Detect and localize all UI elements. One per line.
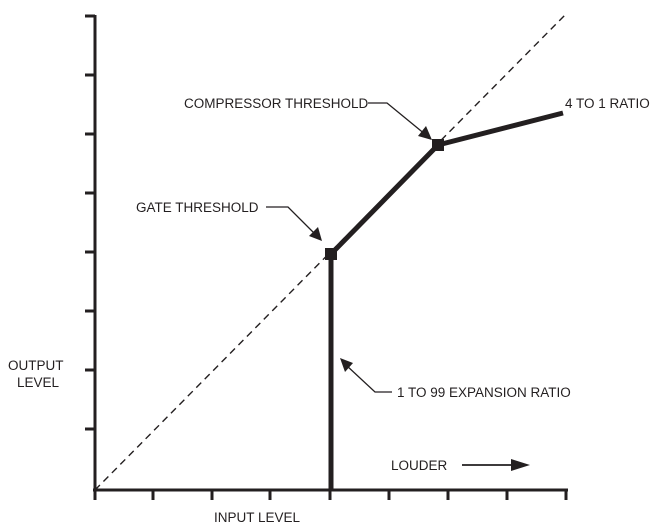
gate-threshold-label: GATE THRESHOLD bbox=[136, 200, 259, 215]
compressor-threshold-arrowhead bbox=[418, 126, 432, 140]
input-level-label: INPUT LEVEL bbox=[214, 510, 301, 525]
y-axis-ticks bbox=[85, 14, 95, 431]
gate-threshold-arrowhead bbox=[309, 227, 322, 241]
gate-threshold-marker bbox=[325, 248, 337, 260]
compressor-threshold-marker bbox=[432, 139, 444, 151]
expansion-ratio-leader bbox=[345, 364, 392, 393]
louder-arrowhead bbox=[511, 459, 530, 471]
louder-label: LOUDER bbox=[391, 458, 448, 473]
unity-reference-line bbox=[94, 14, 566, 491]
output-level-label-line2: LEVEL bbox=[17, 375, 60, 390]
compressor-threshold-leader bbox=[368, 102, 427, 136]
output-level-label-line1: OUTPUT bbox=[8, 358, 64, 373]
gate-threshold-leader bbox=[266, 206, 317, 236]
expansion-ratio-label: 1 TO 99 EXPANSION RATIO bbox=[397, 385, 571, 400]
expansion-ratio-arrowhead bbox=[340, 358, 353, 372]
transfer-curve bbox=[328, 110, 564, 490]
compressor-threshold-label: COMPRESSOR THRESHOLD bbox=[184, 96, 369, 111]
leader-lines bbox=[266, 102, 427, 393]
ratio-4-to-1-label: 4 TO 1 RATIO bbox=[565, 96, 650, 111]
x-axis-ticks bbox=[93, 490, 568, 500]
arrowheads bbox=[309, 126, 432, 372]
